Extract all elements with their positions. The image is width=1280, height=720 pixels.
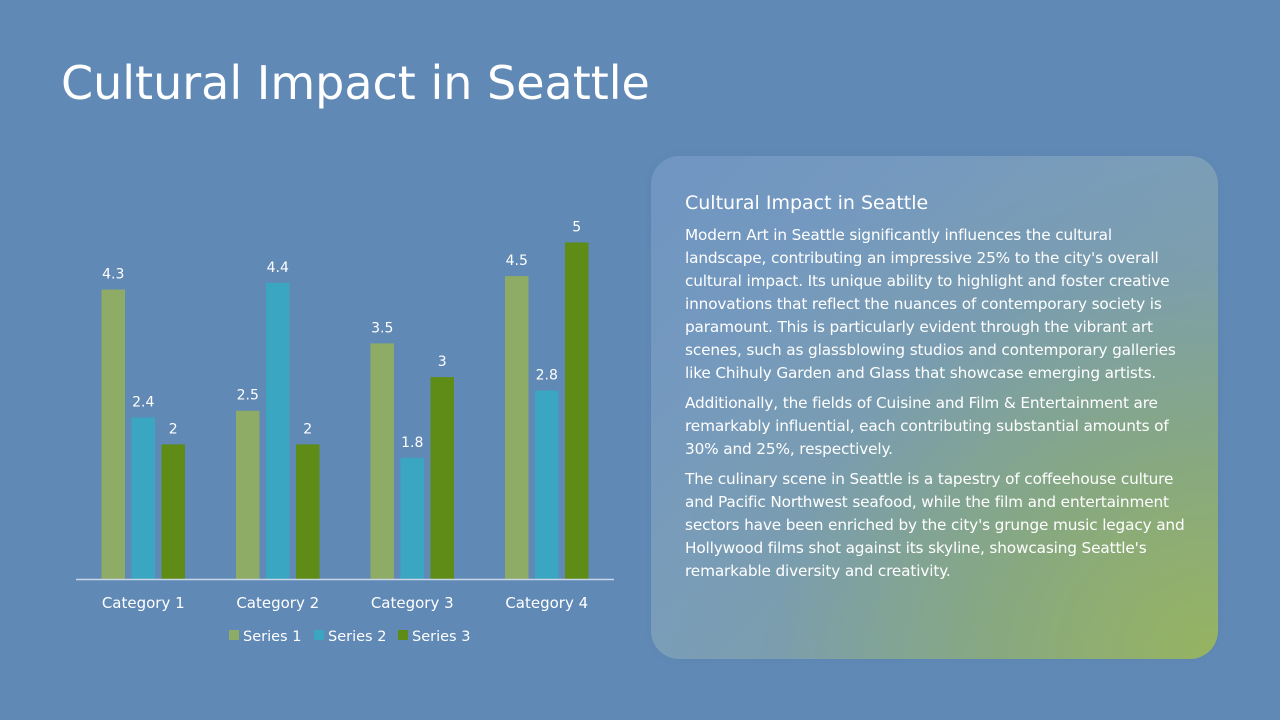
category-label-4: Category 4 <box>505 594 588 612</box>
bar-series-2-category-3 <box>400 457 424 579</box>
data-label-series-3-category-3: 3 <box>438 354 447 370</box>
legend-label-series-2: Series 2 <box>328 629 386 645</box>
bar-series-1-category-4 <box>505 276 529 579</box>
legend-swatch-series-3 <box>398 630 408 640</box>
data-label-series-1-category-2: 2.5 <box>237 388 259 404</box>
data-label-series-1-category-1: 4.3 <box>102 267 124 283</box>
bar-series-2-category-1 <box>131 417 155 579</box>
data-label-series-2-category-4: 2.8 <box>536 368 558 384</box>
panel-heading: Cultural Impact in Seattle <box>685 192 929 214</box>
bar-series-3-category-2 <box>296 444 320 579</box>
data-label-series-2-category-1: 2.4 <box>132 394 154 410</box>
bar-series-3-category-1 <box>161 444 185 579</box>
bar-series-1-category-1 <box>101 289 125 579</box>
panel-paragraph-3: The culinary scene in Seattle is a tapes… <box>685 470 1185 580</box>
data-label-series-2-category-2: 4.4 <box>267 260 289 276</box>
legend-swatch-series-1 <box>229 630 239 640</box>
bar-series-2-category-4 <box>535 390 559 579</box>
legend-label-series-3: Series 3 <box>412 629 470 645</box>
legend-swatch-series-2 <box>314 630 324 640</box>
bar-series-3-category-4 <box>565 242 589 579</box>
text-panel-content: Cultural Impact in Seattle Modern Art in… <box>685 190 1188 590</box>
data-label-series-1-category-3: 3.5 <box>371 320 393 336</box>
data-label-series-3-category-2: 2 <box>303 421 312 437</box>
data-label-series-3-category-1: 2 <box>169 421 178 437</box>
legend-label-series-1: Series 1 <box>243 629 301 645</box>
panel-paragraph-2: Additionally, the fields of Cuisine and … <box>685 394 1169 458</box>
bar-series-1-category-2 <box>236 410 260 579</box>
category-label-2: Category 2 <box>236 594 319 612</box>
data-label-series-2-category-3: 1.8 <box>401 435 423 451</box>
bar-series-2-category-2 <box>266 282 290 579</box>
bar-chart: 4.3 2.4 2 Category 1 2.5 4.4 2 Category 2 3.5 1.8… <box>76 219 614 645</box>
slide-title: Cultural Impact in Seattle <box>61 56 650 110</box>
category-label-1: Category 1 <box>102 594 185 612</box>
data-label-series-3-category-4: 5 <box>572 219 581 235</box>
category-label-3: Category 3 <box>371 594 454 612</box>
bar-series-3-category-3 <box>430 377 454 579</box>
bar-series-1-category-3 <box>370 343 394 579</box>
data-label-series-1-category-4: 4.5 <box>506 253 528 269</box>
panel-paragraph-1: Modern Art in Seattle significantly infl… <box>685 226 1176 382</box>
text-panel: Cultural Impact in Seattle Modern Art in… <box>651 156 1218 659</box>
